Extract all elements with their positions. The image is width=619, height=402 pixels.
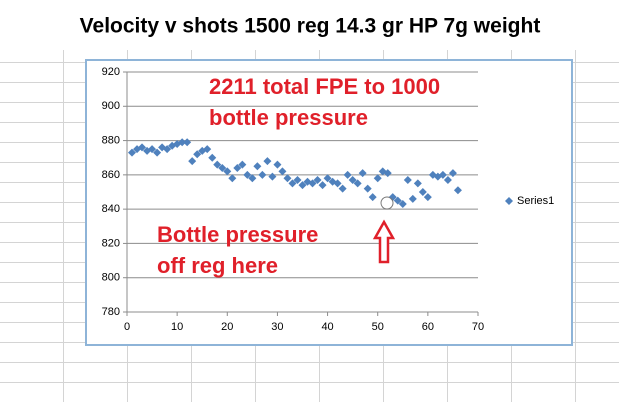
point: [148, 145, 157, 154]
point: [373, 174, 382, 183]
annotation: off reg here: [157, 253, 278, 278]
highlight-circle: [380, 196, 394, 210]
point: [298, 181, 307, 190]
point: [233, 164, 242, 172]
point: [448, 169, 457, 178]
point: [258, 170, 267, 179]
point: [183, 138, 192, 147]
point: [323, 174, 332, 183]
y-tick-label: 840: [102, 203, 120, 215]
point: [443, 176, 452, 184]
point: [273, 160, 282, 169]
legend-label: Series1: [517, 195, 554, 207]
x-tick-label: 70: [472, 321, 484, 333]
x-tick-label: 20: [221, 321, 233, 333]
point: [193, 150, 202, 159]
point: [383, 169, 392, 178]
point: [228, 174, 237, 183]
annotation: bottle pressure: [209, 105, 368, 130]
point: [403, 176, 412, 184]
point: [283, 174, 292, 183]
point: [288, 179, 297, 188]
point: [388, 193, 397, 202]
point: [368, 193, 377, 202]
point: [243, 170, 252, 179]
point: [263, 157, 272, 166]
point: [218, 164, 227, 172]
chart-title: Velocity v shots 1500 reg 14.3 gr HP 7g …: [80, 15, 541, 38]
point: [188, 157, 197, 166]
point: [393, 196, 402, 205]
annotation: 2211 total FPE to 1000: [209, 74, 440, 99]
point: [423, 193, 432, 202]
point: [308, 179, 317, 188]
chart-area[interactable]: [85, 59, 573, 346]
y-tick-label: 920: [102, 66, 120, 78]
point: [268, 172, 277, 181]
x-tick-label: 0: [124, 321, 130, 333]
y-tick-label: 820: [102, 237, 120, 249]
point: [153, 148, 162, 157]
point: [318, 181, 327, 190]
point: [253, 162, 262, 171]
y-tick-label: 900: [102, 100, 120, 112]
y-tick-label: 860: [102, 169, 120, 181]
x-tick-label: 10: [171, 321, 183, 333]
point: [408, 194, 417, 203]
point: [238, 160, 247, 169]
point: [138, 143, 147, 152]
point: [358, 169, 367, 178]
point: [438, 170, 447, 179]
point: [348, 176, 357, 184]
x-tick-label: 60: [422, 321, 434, 333]
point: [293, 176, 302, 184]
x-tick-label: 40: [321, 321, 333, 333]
y-tick-label: 800: [102, 272, 120, 284]
point: [248, 174, 257, 183]
point: [333, 179, 342, 188]
point: [353, 179, 362, 188]
y-tick-label: 880: [102, 134, 120, 146]
point: [163, 145, 172, 154]
arrow: [372, 219, 396, 264]
point: [418, 188, 427, 196]
point: [213, 160, 222, 169]
point: [203, 145, 212, 154]
point: [398, 200, 407, 208]
point: [223, 167, 232, 176]
point: [208, 153, 217, 162]
point: [278, 167, 287, 176]
point: [343, 170, 352, 179]
point: [413, 179, 422, 188]
title-bg: [0, 0, 619, 50]
point: [128, 148, 137, 157]
point: [313, 176, 322, 184]
point: [453, 186, 462, 195]
x-tick-label: 50: [372, 321, 384, 333]
plot: 780 800 820 840 860 880 900 920 0 10 20 30 40 50 60 70 S…: [102, 66, 555, 333]
y-tick-label: 780: [102, 306, 120, 318]
point: [178, 138, 187, 147]
point: [338, 184, 347, 193]
legend-marker: [505, 197, 513, 205]
point: [363, 184, 372, 193]
x-tick-label: 30: [271, 321, 283, 333]
annotation: Bottle pressure: [157, 222, 318, 247]
